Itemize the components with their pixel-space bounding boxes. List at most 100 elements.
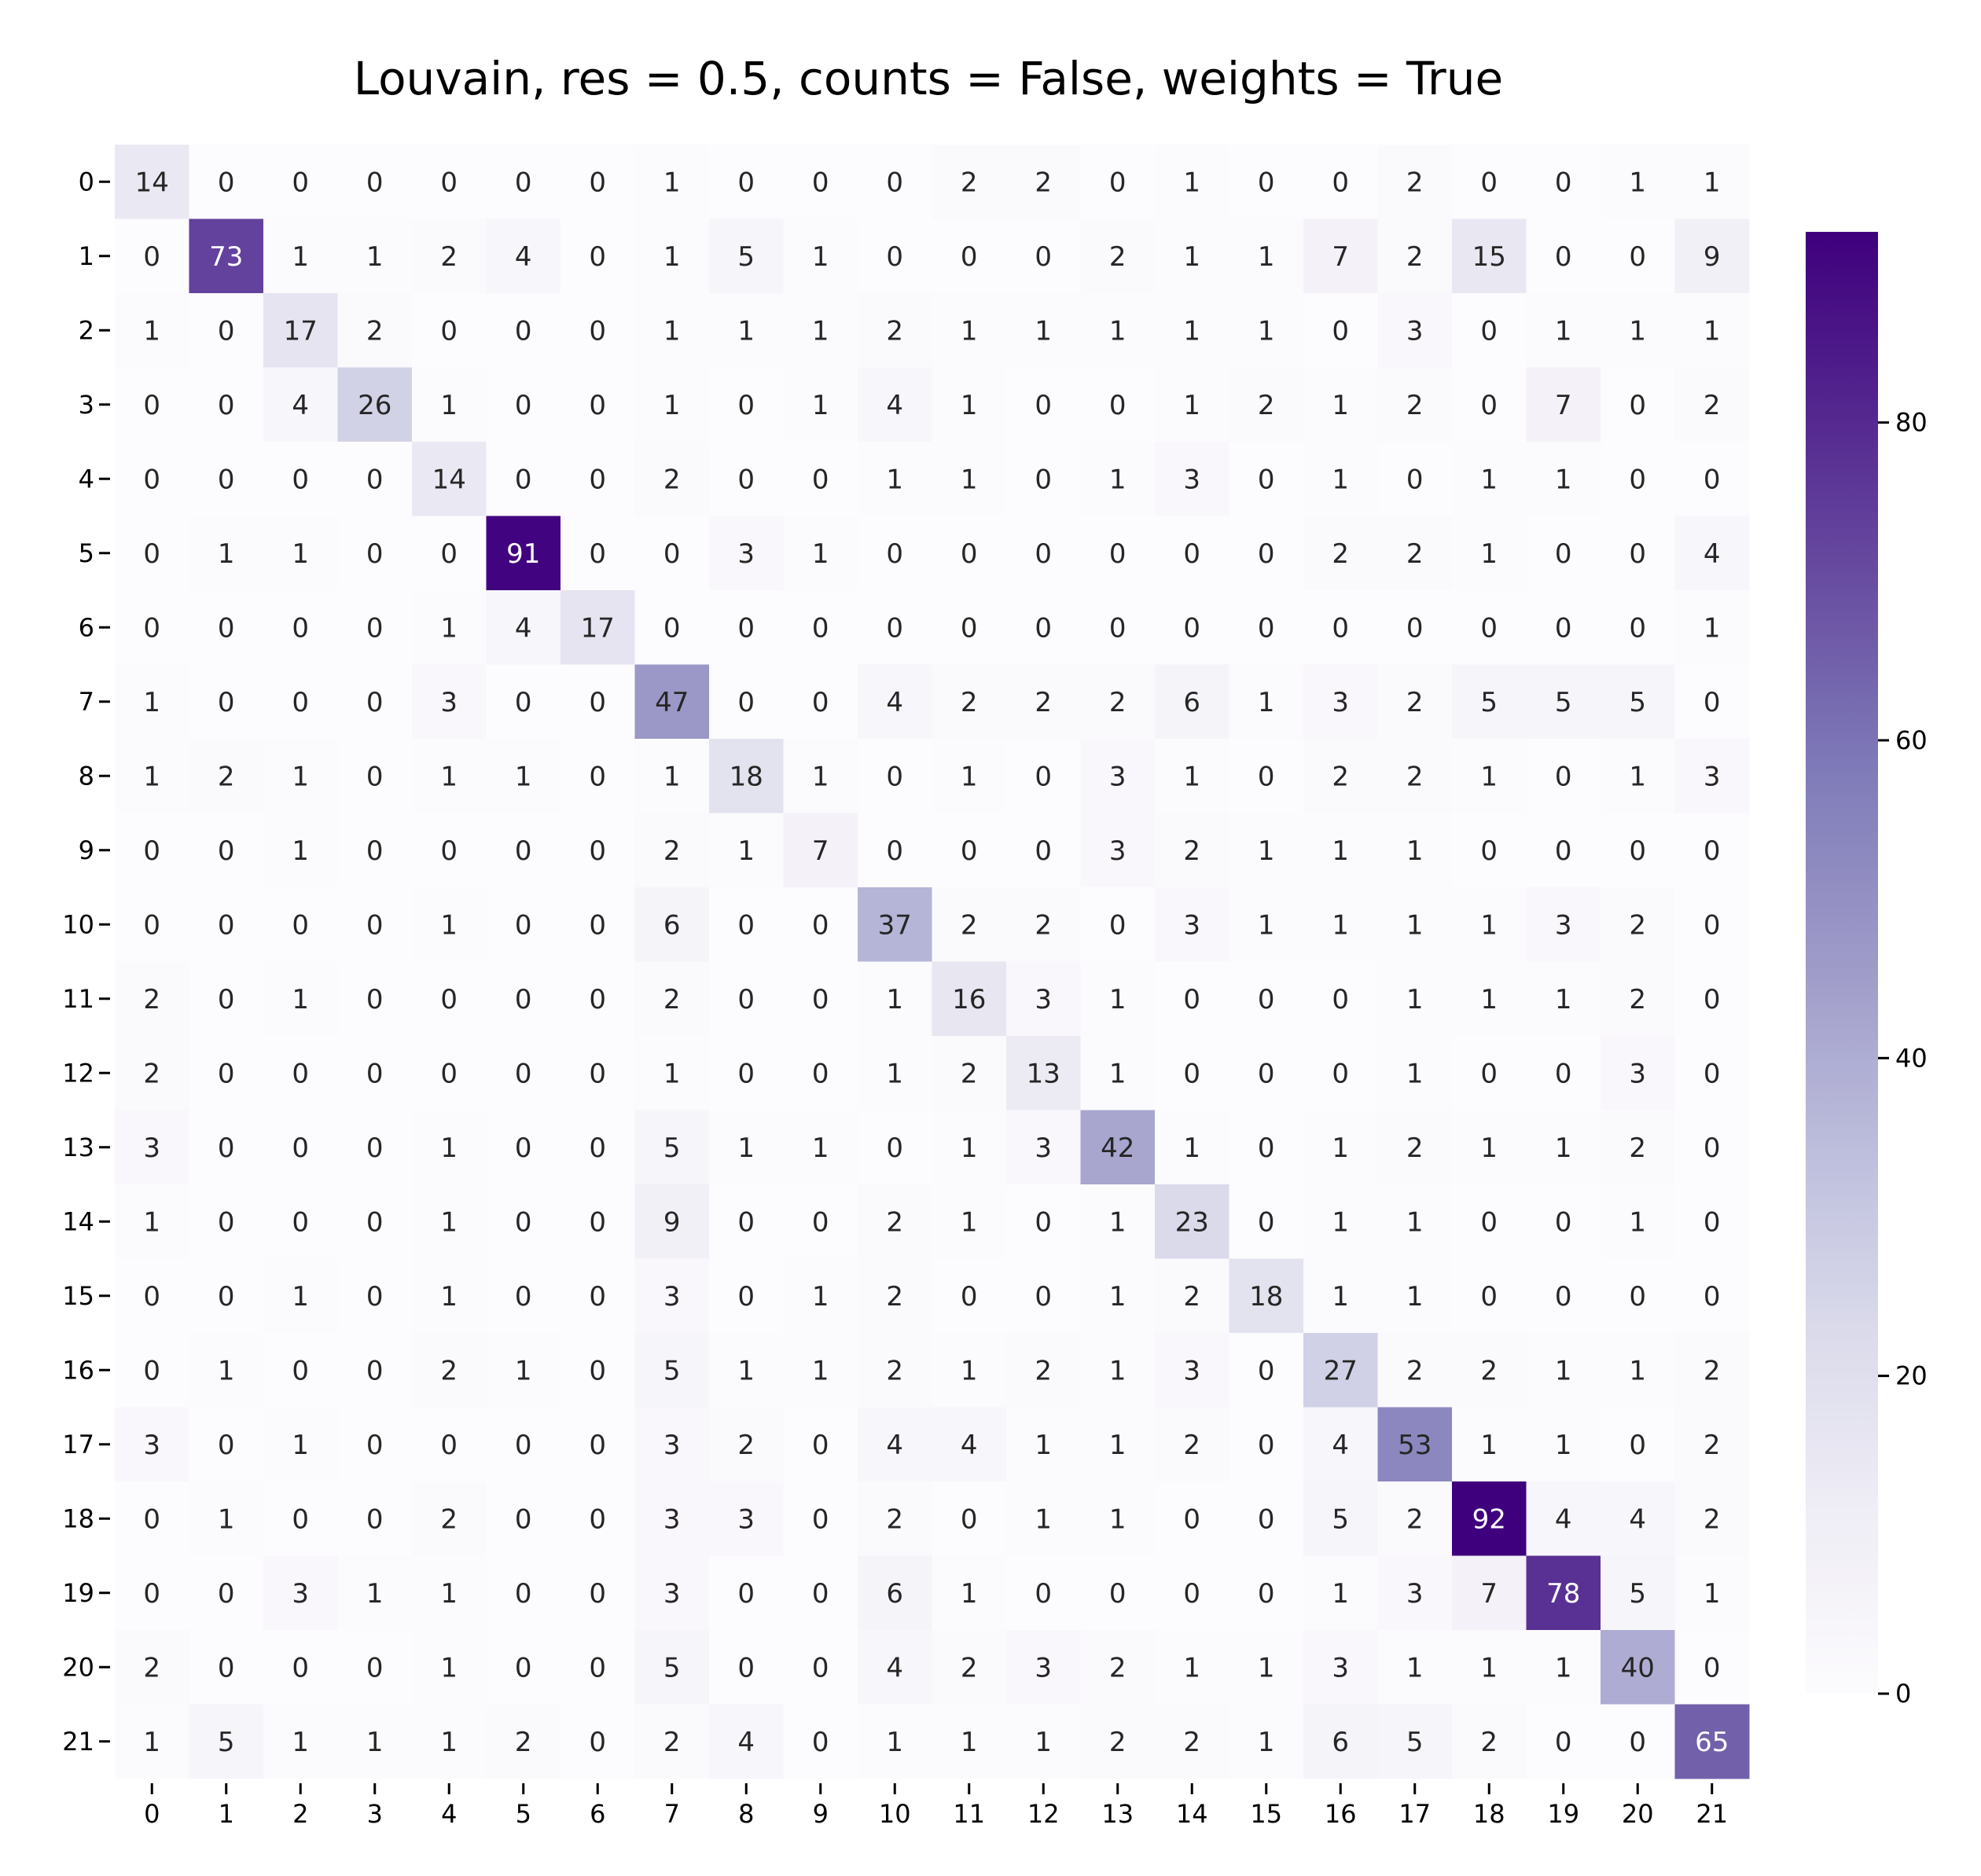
- cell-value-label: 0: [143, 909, 160, 941]
- heatmap-cell: [486, 218, 561, 294]
- heatmap-cell: [1080, 442, 1156, 516]
- heatmap-cell: [1155, 1555, 1229, 1631]
- cell-value-label: 0: [218, 1652, 235, 1683]
- cell-value-label: 0: [886, 538, 903, 570]
- heatmap-cell: [783, 739, 858, 813]
- heatmap-cell: [486, 1258, 561, 1334]
- cell-value-label: 0: [589, 1058, 606, 1089]
- cell-value-label: 0: [366, 1206, 384, 1238]
- heatmap-cell: [1526, 293, 1601, 368]
- cell-value-label: 2: [1704, 1503, 1721, 1535]
- heatmap-cell: [1377, 961, 1453, 1037]
- heatmap-cell: [634, 1258, 710, 1334]
- heatmap-cell: [1452, 1036, 1527, 1111]
- heatmap-cell: [1155, 961, 1229, 1037]
- heatmap-cell: [1452, 1184, 1527, 1259]
- cell-value-label: 2: [663, 1727, 681, 1758]
- cell-value-label: 1: [1109, 1355, 1126, 1386]
- cell-value-label: 1: [812, 390, 829, 421]
- heatmap-cell: [1080, 887, 1156, 962]
- heatmap-cell: [1155, 1333, 1229, 1408]
- heatmap-cell: [1526, 1110, 1601, 1185]
- heatmap-cell: [1526, 887, 1601, 962]
- cell-value-label: 2: [1480, 1727, 1498, 1758]
- heatmap-cell: [1452, 1333, 1527, 1408]
- heatmap-cell: [189, 1258, 264, 1334]
- cell-value-label: 1: [1480, 1133, 1498, 1164]
- heatmap-cell: [783, 664, 858, 740]
- cell-value-label: 0: [1332, 315, 1349, 347]
- cell-value-label: 0: [143, 538, 160, 570]
- heatmap-cell: [412, 1333, 487, 1408]
- y-tick-label: 15: [62, 1281, 94, 1311]
- heatmap-cell: [1526, 813, 1601, 888]
- heatmap-cell: [1303, 1036, 1378, 1111]
- heatmap-cell: [1452, 293, 1527, 368]
- heatmap-cell: [1601, 664, 1675, 740]
- heatmap-cell: [337, 961, 413, 1037]
- cell-value-label: 1: [1258, 1652, 1275, 1683]
- heatmap-cell: [560, 293, 635, 368]
- cell-value-label: 0: [218, 687, 235, 718]
- cell-value-label: 0: [218, 167, 235, 198]
- cell-value-label: 2: [1109, 1727, 1126, 1758]
- cell-value-label: 0: [886, 612, 903, 644]
- cell-value-label: 0: [1406, 464, 1424, 495]
- cell-value-label: 4: [886, 687, 903, 718]
- heatmap-cell: [858, 1258, 932, 1334]
- cell-value-label: 0: [812, 464, 829, 495]
- heatmap-cell: [932, 218, 1007, 294]
- cell-value-label: 2: [1406, 761, 1424, 792]
- heatmap-cell: [263, 590, 338, 665]
- cell-value-label: 1: [1406, 1058, 1424, 1089]
- heatmap-cell: [783, 813, 858, 888]
- cell-value-label: 1: [1704, 315, 1721, 347]
- cell-value-label: 1: [1555, 1430, 1572, 1461]
- cell-value-label: 0: [143, 835, 160, 867]
- heatmap-cell: [115, 1481, 189, 1556]
- x-tick-label: 16: [1325, 1799, 1357, 1829]
- cell-value-label: 2: [1704, 1355, 1721, 1386]
- heatmap-cell: [337, 1407, 413, 1482]
- cell-value-label: 2: [1183, 1727, 1200, 1758]
- heatmap-cell: [1006, 1704, 1081, 1779]
- heatmap-cell: [1303, 664, 1378, 740]
- cell-value-label: 0: [440, 538, 458, 570]
- cell-value-label: 0: [292, 1355, 309, 1386]
- heatmap-cell: [1006, 1184, 1081, 1259]
- heatmap-cell: [1377, 1407, 1453, 1482]
- heatmap-cell: [1080, 1184, 1156, 1259]
- heatmap-cell: [1229, 813, 1304, 888]
- cell-value-label: 2: [143, 984, 160, 1015]
- cell-value-label: 1: [1332, 1206, 1349, 1238]
- heatmap-cell: [1377, 1333, 1453, 1408]
- heatmap-cell: [634, 442, 710, 516]
- cell-value-label: 1: [812, 1281, 829, 1312]
- heatmap-cell: [189, 961, 264, 1037]
- heatmap-cell: [1155, 367, 1229, 442]
- cell-value-label: 0: [366, 538, 384, 570]
- cell-value-label: 0: [1109, 390, 1126, 421]
- heatmap-cell: [486, 293, 561, 368]
- heatmap-cell: [412, 887, 487, 962]
- colorbar-tick-label: 60: [1895, 725, 1928, 755]
- y-tick-label: 2: [79, 315, 94, 345]
- heatmap-cell: [783, 516, 858, 591]
- cell-value-label: 0: [589, 1355, 606, 1386]
- cell-value-label: 9: [663, 1206, 681, 1238]
- cell-value-label: 3: [1332, 1652, 1349, 1683]
- cell-value-label: 0: [143, 464, 160, 495]
- heatmap-cell: [1674, 1036, 1750, 1111]
- heatmap-cell: [115, 664, 189, 740]
- heatmap-cell: [1080, 1333, 1156, 1408]
- heatmap-cell: [560, 1704, 635, 1779]
- cell-value-label: 0: [1258, 1133, 1275, 1164]
- heatmap-cell: [1006, 442, 1081, 516]
- cell-value-label: 0: [1704, 1206, 1721, 1238]
- heatmap-cell: [1229, 1110, 1304, 1185]
- heatmap-cell: [486, 1184, 561, 1259]
- cell-value-label: 0: [515, 687, 532, 718]
- cell-value-label: 0: [366, 909, 384, 941]
- cell-value-label: 0: [366, 1503, 384, 1535]
- heatmap-cell: [1229, 887, 1304, 962]
